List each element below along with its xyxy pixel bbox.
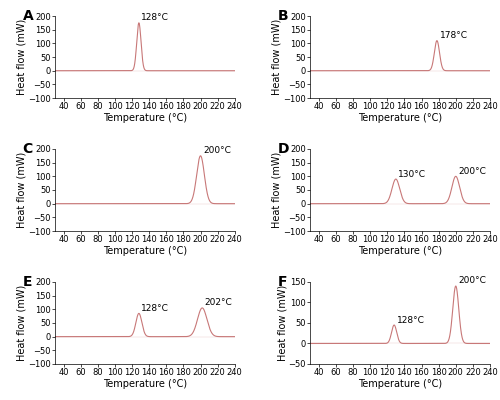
Text: A: A [22,10,34,24]
Y-axis label: Heat flow (mW): Heat flow (mW) [272,152,282,228]
X-axis label: Temperature (°C): Temperature (°C) [103,113,187,123]
Y-axis label: Heat flow (mW): Heat flow (mW) [16,152,26,228]
Text: 200°C: 200°C [203,146,231,155]
Text: 128°C: 128°C [396,316,424,325]
X-axis label: Temperature (°C): Temperature (°C) [358,246,442,256]
Text: D: D [278,142,289,156]
Text: 200°C: 200°C [458,167,486,176]
Text: E: E [22,275,32,289]
Y-axis label: Heat flow (mW): Heat flow (mW) [277,285,287,361]
X-axis label: Temperature (°C): Temperature (°C) [358,378,442,388]
Y-axis label: Heat flow (mW): Heat flow (mW) [16,285,26,361]
Text: C: C [22,142,33,156]
Y-axis label: Heat flow (mW): Heat flow (mW) [16,19,26,95]
X-axis label: Temperature (°C): Temperature (°C) [103,246,187,256]
Text: F: F [278,275,287,289]
Y-axis label: Heat flow (mW): Heat flow (mW) [272,19,282,95]
Text: 128°C: 128°C [142,13,170,22]
X-axis label: Temperature (°C): Temperature (°C) [358,113,442,123]
Text: 130°C: 130°C [398,170,426,178]
Text: B: B [278,10,288,24]
Text: 178°C: 178°C [440,31,468,40]
Text: 202°C: 202°C [205,298,233,307]
Text: 200°C: 200°C [458,276,486,285]
X-axis label: Temperature (°C): Temperature (°C) [103,378,187,388]
Text: 128°C: 128°C [142,304,170,313]
